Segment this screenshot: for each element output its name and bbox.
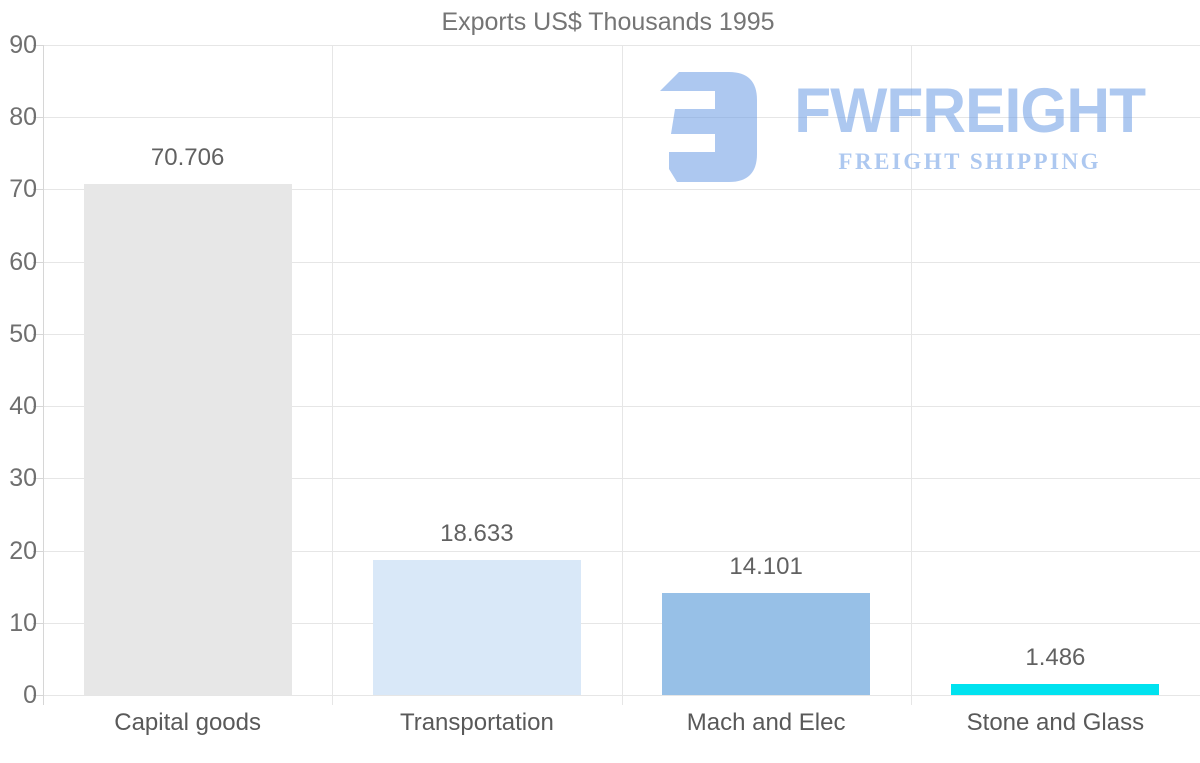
y-axis-label: 90 [9,31,37,59]
gridline-vertical [621,45,623,705]
gridline-vertical [910,45,912,705]
bar-value-label: 1.486 [1025,644,1086,672]
watermark-text: FWFREIGHT FREIGHT SHIPPING [787,75,1152,175]
y-axis-tick [33,117,43,119]
y-axis-tick [33,478,43,480]
y-axis-label: 70 [9,175,37,204]
category-label: Capital goods [114,709,261,736]
y-axis-label: 0 [23,681,37,709]
watermark: FWFREIGHT FREIGHT SHIPPING [651,72,1152,182]
category-label: Stone and Glass [966,709,1145,736]
y-axis-tick [33,261,43,263]
bar-capital-goods[interactable] [83,184,292,695]
y-axis-tick [33,45,43,46]
y-axis-label: 50 [9,319,37,348]
bar-stone-and-glass[interactable] [951,684,1160,695]
bar-value-label: 14.101 [729,553,803,581]
brand-tagline: FREIGHT SHIPPING [838,148,1102,174]
y-axis-tick [33,695,43,696]
y-axis-label: 30 [9,464,37,493]
y-axis-tick [33,189,43,191]
y-axis-label: 80 [9,103,37,132]
y-axis-tick [33,550,43,552]
bar-value-label: 70.706 [150,144,225,172]
bar-mach-and-elec[interactable] [662,593,871,695]
y-axis-label: 60 [9,247,37,276]
y-axis-label: 20 [9,536,37,565]
y-axis-label: 10 [9,608,37,637]
brand-name: FWFREIGHT [794,75,1146,146]
gridline-vertical [332,45,334,705]
category-label: Transportation [399,709,554,736]
fwfreight-logo-icon [651,72,757,182]
bar-transportation[interactable] [372,560,581,695]
y-axis-label: 40 [9,392,37,421]
bar-value-label: 18.633 [440,520,514,548]
y-axis-tick [33,406,43,408]
y-axis-tick [33,622,43,624]
y-axis-tick [33,333,43,335]
chart-title: Exports US$ Thousands 1995 [441,8,775,36]
y-axis-line [43,45,44,705]
category-label: Mach and Elec [686,709,846,736]
